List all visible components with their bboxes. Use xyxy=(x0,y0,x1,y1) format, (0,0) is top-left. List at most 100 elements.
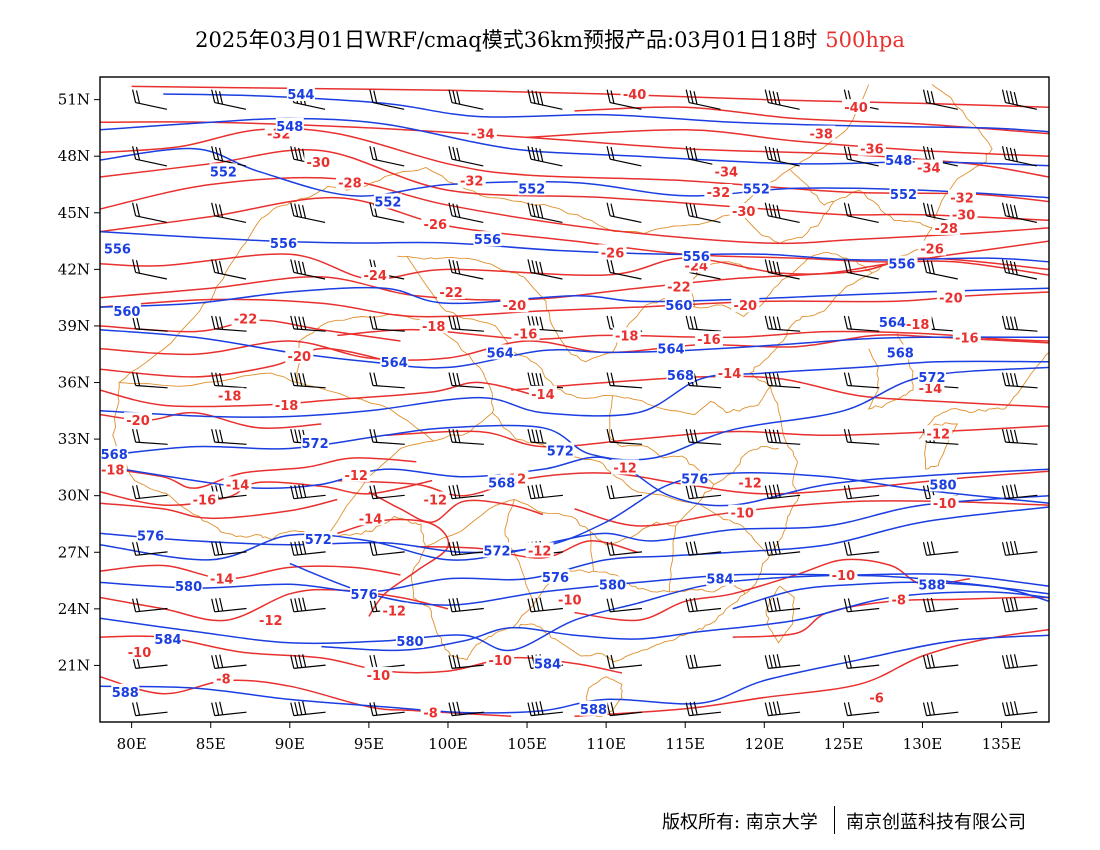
wind-barb xyxy=(448,654,484,669)
copyright-left: 版权所有: 南京大学 xyxy=(662,812,818,833)
height-contour-label: 572 xyxy=(547,444,574,459)
wind-barb xyxy=(290,315,326,332)
temperature-label-bg xyxy=(664,278,693,294)
temperature-contour-label: -14 xyxy=(210,573,234,588)
temperature-label-bg xyxy=(807,125,836,141)
wind-barb xyxy=(764,372,801,389)
height-label-bg xyxy=(680,470,709,486)
y-tick-label: 48N xyxy=(58,147,90,165)
wind-barb xyxy=(685,484,722,500)
height-contour-label: 556 xyxy=(104,243,131,258)
temperature-contour-label: -22 xyxy=(234,312,258,327)
wind-barb xyxy=(843,598,880,613)
temperature-label-bg xyxy=(486,651,515,667)
wind-barb xyxy=(764,484,801,500)
height-contour-label: 548 xyxy=(276,120,303,135)
wind-barb xyxy=(843,428,880,445)
wind-barb xyxy=(211,654,247,669)
boundary-line-4 xyxy=(112,382,582,661)
temperature-contour-2 xyxy=(526,129,1049,157)
height-label-bg xyxy=(209,163,238,179)
height-label-bg xyxy=(174,578,203,594)
temperature-contour-15 xyxy=(100,381,544,408)
temperature-label-bg xyxy=(728,504,757,520)
height-label-bg xyxy=(929,476,957,492)
temperature-label-bg xyxy=(528,385,557,401)
boundary-line-15 xyxy=(697,502,767,553)
temperature-label-bg xyxy=(712,163,741,179)
height-contour-label: 580 xyxy=(396,635,423,650)
temperature-contour-label: -32 xyxy=(460,175,484,190)
wind-barb xyxy=(922,597,959,613)
wind-barb xyxy=(448,202,484,223)
height-label-bg xyxy=(706,570,734,586)
wind-barb xyxy=(685,89,721,110)
temperature-contour-label: -32 xyxy=(950,192,974,207)
temperature-label-bg xyxy=(285,348,314,364)
temperature-contour-label: -12 xyxy=(738,477,762,492)
temperature-label-bg xyxy=(829,566,858,582)
height-contour-label: 568 xyxy=(667,369,694,384)
temperature-label-bg xyxy=(380,602,409,618)
wind-barb xyxy=(764,428,801,445)
temperature-contour-label: -20 xyxy=(734,299,758,314)
footer-divider xyxy=(834,806,835,834)
temperature-contour-label: -16 xyxy=(514,328,538,343)
wind-barb xyxy=(685,597,722,613)
temperature-label-bg xyxy=(215,387,244,403)
temperature-label-bg xyxy=(704,184,733,199)
wind-barb xyxy=(1001,540,1038,556)
wind-barb xyxy=(132,541,168,556)
y-tick-label: 21N xyxy=(58,656,90,674)
wind-barb xyxy=(290,259,326,280)
height-label-bg xyxy=(486,344,515,360)
wind-barb xyxy=(448,701,484,717)
height-label-bg xyxy=(742,180,771,196)
temperature-label-bg xyxy=(948,189,976,205)
wind-barb xyxy=(843,541,880,556)
temperature-label-bg xyxy=(468,125,497,141)
wind-barb xyxy=(290,540,326,556)
wind-barb xyxy=(606,259,642,280)
wind-barb xyxy=(606,485,643,500)
boundary-line-11 xyxy=(523,276,553,327)
temperature-contour-27 xyxy=(100,564,401,580)
temperature-label-bg xyxy=(936,289,965,305)
temperature-label-bg xyxy=(364,666,393,682)
wind-barb xyxy=(211,89,247,110)
plot-frame xyxy=(99,76,1050,723)
boundary-line-5 xyxy=(425,499,632,548)
height-contour-10 xyxy=(100,494,1049,561)
wind-barb xyxy=(369,372,405,389)
temperature-contour-10 xyxy=(100,291,1049,318)
wind-barb xyxy=(132,598,168,613)
wind-barb xyxy=(290,701,326,717)
temperature-label-bg xyxy=(731,297,760,313)
wind-barb xyxy=(764,259,800,280)
wind-barb xyxy=(922,654,959,669)
x-tick-label: 110E xyxy=(586,735,626,753)
boundary-line-3 xyxy=(765,585,795,644)
height-contour-label: 568 xyxy=(488,477,515,492)
boundary-line-12 xyxy=(608,395,779,485)
y-tick-label: 27N xyxy=(58,543,90,561)
boundary-line-6 xyxy=(325,412,698,538)
height-label-bg xyxy=(546,442,575,458)
wind-barb xyxy=(922,259,958,280)
boundary-line-22 xyxy=(789,169,834,206)
wind-barb xyxy=(369,146,405,167)
temperature-label-bg xyxy=(611,459,640,475)
wind-barb xyxy=(922,701,959,717)
wind-barb xyxy=(132,372,168,389)
height-label-bg xyxy=(286,86,315,101)
y-tick-label: 36N xyxy=(58,374,90,392)
temperature-contour-label: -10 xyxy=(933,497,957,512)
wind-barb xyxy=(1001,89,1038,110)
temperature-contour-label: -18 xyxy=(218,390,242,405)
temperature-contour-label: -30 xyxy=(732,205,756,220)
height-label-bg xyxy=(541,568,570,584)
height-contour-label: 556 xyxy=(270,237,297,252)
y-tick-label: 30N xyxy=(58,487,90,505)
wind-barb xyxy=(1001,146,1038,167)
